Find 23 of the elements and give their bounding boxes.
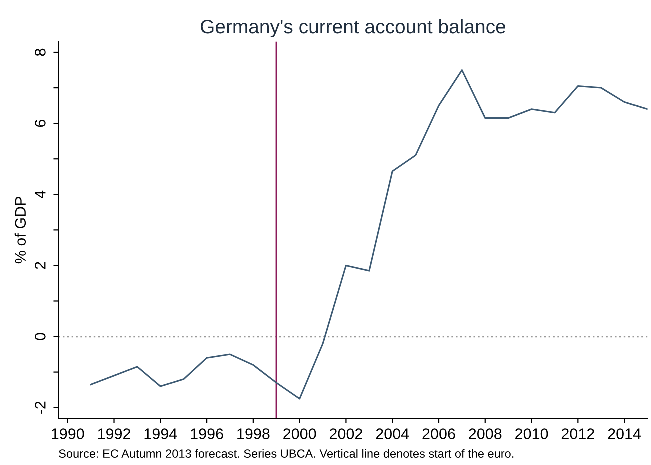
y-tick-label: 6	[35, 120, 46, 128]
y-tick-label: 2	[35, 262, 46, 270]
x-tick-label: 2008	[469, 428, 502, 440]
x-tick-label: 2006	[422, 428, 456, 440]
y-tick-label: 4	[35, 190, 46, 199]
chart-title: Germany's current account balance	[200, 19, 506, 38]
source-note: Source: EC Autumn 2013 forecast. Series UBCA. Vertical line denotes start of the euro.	[59, 449, 514, 458]
x-tick-label: 2004	[376, 428, 410, 440]
x-tick-label: 1996	[191, 428, 224, 440]
x-tick-label: 1994	[144, 428, 178, 440]
x-tick-label: 2000	[284, 428, 316, 440]
x-tick-label: 1990	[52, 428, 84, 440]
y-tick-label: 8	[35, 48, 46, 56]
x-tick-label: 1992	[98, 428, 130, 440]
x-tick-label: 2014	[608, 428, 642, 440]
y-axis-title: % of GDP	[14, 197, 26, 264]
x-tick-label: 2002	[330, 428, 362, 440]
x-tick-label: 2012	[562, 428, 594, 440]
line-series	[90, 70, 648, 400]
x-tick-label: 2010	[516, 428, 548, 440]
x-tick-label: 1998	[238, 428, 270, 440]
y-tick-label: -2	[35, 402, 46, 414]
y-tick-label: 0	[35, 333, 46, 340]
